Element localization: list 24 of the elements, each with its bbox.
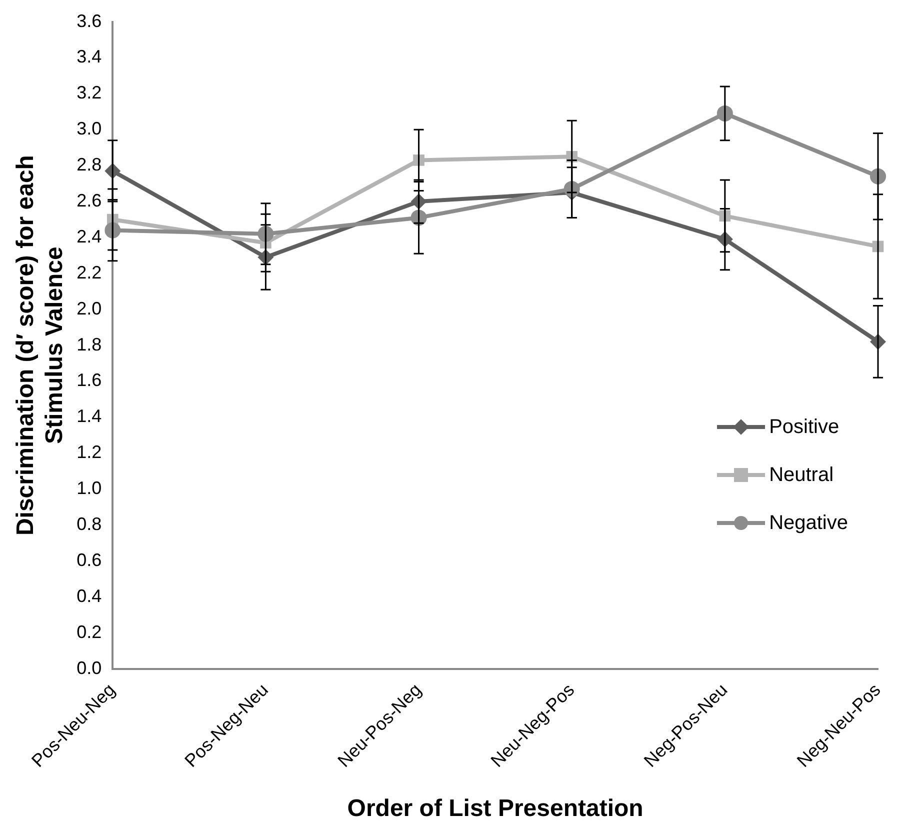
y-axis-title: Discrimination (d′ score) for each Stimulus Valence [12,155,68,536]
y-tick-label: 0.0 [76,658,102,678]
y-tick-label: 2.8 [76,154,102,175]
y-tick-label: 3.0 [76,118,102,139]
x-axis-title: Order of List Presentation [347,795,644,822]
y-tick-label: 0.8 [76,514,102,534]
y-tick-label: 1.0 [76,478,102,498]
legend-label: Neutral [769,464,834,486]
legend-label: Positive [769,416,840,438]
y-tick-label: 3.2 [76,82,102,103]
legend-label: Negative [769,512,848,534]
y-tick-label: 2.4 [76,226,102,246]
y-tick-label: 1.6 [76,370,102,390]
y-tick-label: 0.4 [76,586,102,606]
y-tick-label: 2.0 [76,298,102,318]
y-tick-label: 1.2 [76,442,102,462]
y-tick-label: 3.4 [76,46,102,67]
y-tick-label: 1.4 [76,406,102,426]
y-tick-label: 2.6 [76,190,102,210]
y-tick-label: 1.8 [76,334,102,354]
y-tick-label: 2.2 [76,262,102,282]
y-tick-label: 0.6 [76,550,102,570]
y-tick-label: 3.6 [76,10,102,31]
y-tick-label: 0.2 [76,622,102,642]
